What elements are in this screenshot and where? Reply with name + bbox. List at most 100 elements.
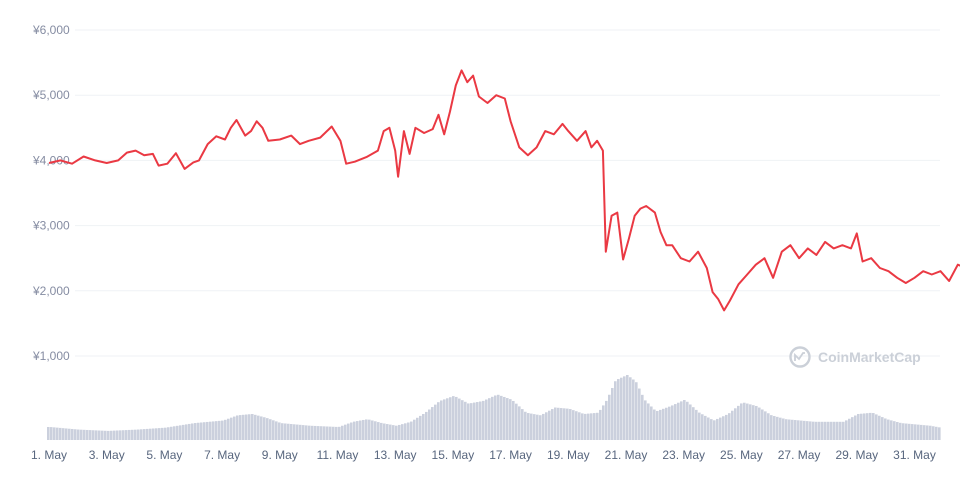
y-axis-ticks: ¥1,000 ¥2,000 ¥3,000 ¥4,000 ¥5,000 ¥6,000 bbox=[32, 23, 70, 363]
volume-bar bbox=[725, 414, 728, 440]
volume-bar bbox=[116, 430, 119, 440]
volume-bar bbox=[221, 420, 224, 440]
volume-bar bbox=[140, 429, 143, 440]
volume-bar bbox=[209, 421, 212, 440]
volume-bar bbox=[122, 430, 125, 440]
x-tick-label: 3. May bbox=[89, 448, 125, 462]
volume-bar bbox=[236, 415, 239, 440]
volume-bar bbox=[680, 401, 683, 440]
volume-bar bbox=[185, 424, 188, 440]
volume-bar bbox=[83, 429, 86, 440]
volume-bar bbox=[926, 425, 929, 440]
volume-bar bbox=[914, 424, 917, 440]
volume-bar bbox=[230, 417, 233, 440]
volume-bar bbox=[833, 421, 836, 440]
volume-bar bbox=[569, 409, 572, 440]
volume-bar bbox=[785, 419, 788, 440]
volume-bar bbox=[755, 405, 758, 440]
volume-bar bbox=[401, 424, 404, 440]
volume-bar bbox=[152, 428, 155, 440]
volume-bar bbox=[161, 427, 164, 440]
volume-bar bbox=[845, 420, 848, 440]
volume-bar bbox=[386, 424, 389, 440]
volume-bar bbox=[104, 430, 107, 440]
volume-bar bbox=[176, 425, 179, 440]
volume-bar bbox=[593, 413, 596, 440]
volume-bar bbox=[203, 422, 206, 440]
volume-bar bbox=[326, 426, 329, 440]
volume-bar bbox=[677, 402, 680, 440]
volume-bar bbox=[803, 420, 806, 440]
coinmarketcap-logo-icon bbox=[789, 346, 811, 368]
volume-bar bbox=[614, 381, 617, 440]
volume-bar bbox=[188, 423, 191, 440]
volume-bar bbox=[617, 379, 620, 440]
volume-bar bbox=[878, 415, 881, 440]
volume-bar bbox=[422, 413, 425, 440]
volume-bar bbox=[440, 400, 443, 440]
volume-bar bbox=[95, 430, 98, 440]
volume-bar bbox=[320, 426, 323, 440]
volume-bar bbox=[905, 423, 908, 440]
volume-bar bbox=[704, 415, 707, 440]
volume-bar bbox=[686, 401, 689, 440]
volume-bar bbox=[296, 424, 299, 440]
volume-bar bbox=[818, 421, 821, 440]
volume-bar bbox=[281, 423, 284, 440]
volume-bar bbox=[338, 426, 341, 440]
volume-bar bbox=[59, 427, 62, 440]
y-tick-label: ¥4,000 bbox=[32, 153, 70, 167]
volume-bar bbox=[119, 430, 122, 440]
volume-bar bbox=[623, 376, 626, 440]
x-tick-label: 25. May bbox=[720, 448, 763, 462]
volume-bar bbox=[257, 415, 260, 440]
volume-bar bbox=[842, 421, 845, 440]
volume-bar bbox=[266, 418, 269, 440]
volume-bar bbox=[206, 421, 209, 440]
volume-bar bbox=[923, 425, 926, 440]
x-tick-label: 31. May bbox=[893, 448, 936, 462]
volume-bar bbox=[350, 422, 353, 440]
volume-bar bbox=[542, 413, 545, 440]
volume-bar bbox=[476, 402, 479, 440]
price-series bbox=[48, 69, 960, 312]
volume-bar bbox=[716, 418, 719, 440]
volume-bar bbox=[698, 412, 701, 440]
volume-bar bbox=[791, 419, 794, 440]
volume-bar bbox=[701, 414, 704, 440]
volume-bar bbox=[758, 407, 761, 440]
y-tick-label: ¥6,000 bbox=[32, 23, 70, 37]
volume-bar bbox=[815, 421, 818, 440]
volume-bar bbox=[731, 410, 734, 440]
volume-bar bbox=[722, 416, 725, 440]
volume-bar bbox=[224, 419, 227, 440]
volume-bar bbox=[599, 409, 602, 440]
volume-bar bbox=[929, 425, 932, 440]
volume-bar bbox=[332, 426, 335, 440]
volume-bar bbox=[380, 422, 383, 440]
volume-bar bbox=[719, 417, 722, 440]
volume-bar bbox=[182, 424, 185, 440]
volume-bar bbox=[287, 423, 290, 440]
x-tick-label: 19. May bbox=[547, 448, 590, 462]
volume-bar bbox=[278, 422, 281, 440]
volume-bar bbox=[452, 396, 455, 440]
volume-bar bbox=[101, 430, 104, 440]
volume-bar bbox=[293, 424, 296, 440]
volume-bar bbox=[437, 402, 440, 440]
volume-bar bbox=[413, 419, 416, 440]
volume-bar bbox=[260, 416, 263, 440]
volume-bar bbox=[563, 408, 566, 440]
volume-bar bbox=[344, 424, 347, 440]
volume-bar bbox=[200, 422, 203, 440]
volume-bar bbox=[752, 405, 755, 440]
x-tick-label: 13. May bbox=[374, 448, 417, 462]
x-axis-ticks: 1. May 3. May 5. May 7. May 9. May 11. May 13.… bbox=[31, 448, 936, 462]
volume-bar bbox=[482, 400, 485, 440]
volume-bar bbox=[887, 419, 890, 440]
volume-bar bbox=[827, 421, 830, 440]
volume-bar bbox=[239, 415, 242, 440]
volume-bar bbox=[764, 411, 767, 440]
volume-bar bbox=[776, 416, 779, 440]
volume-bar bbox=[65, 428, 68, 440]
